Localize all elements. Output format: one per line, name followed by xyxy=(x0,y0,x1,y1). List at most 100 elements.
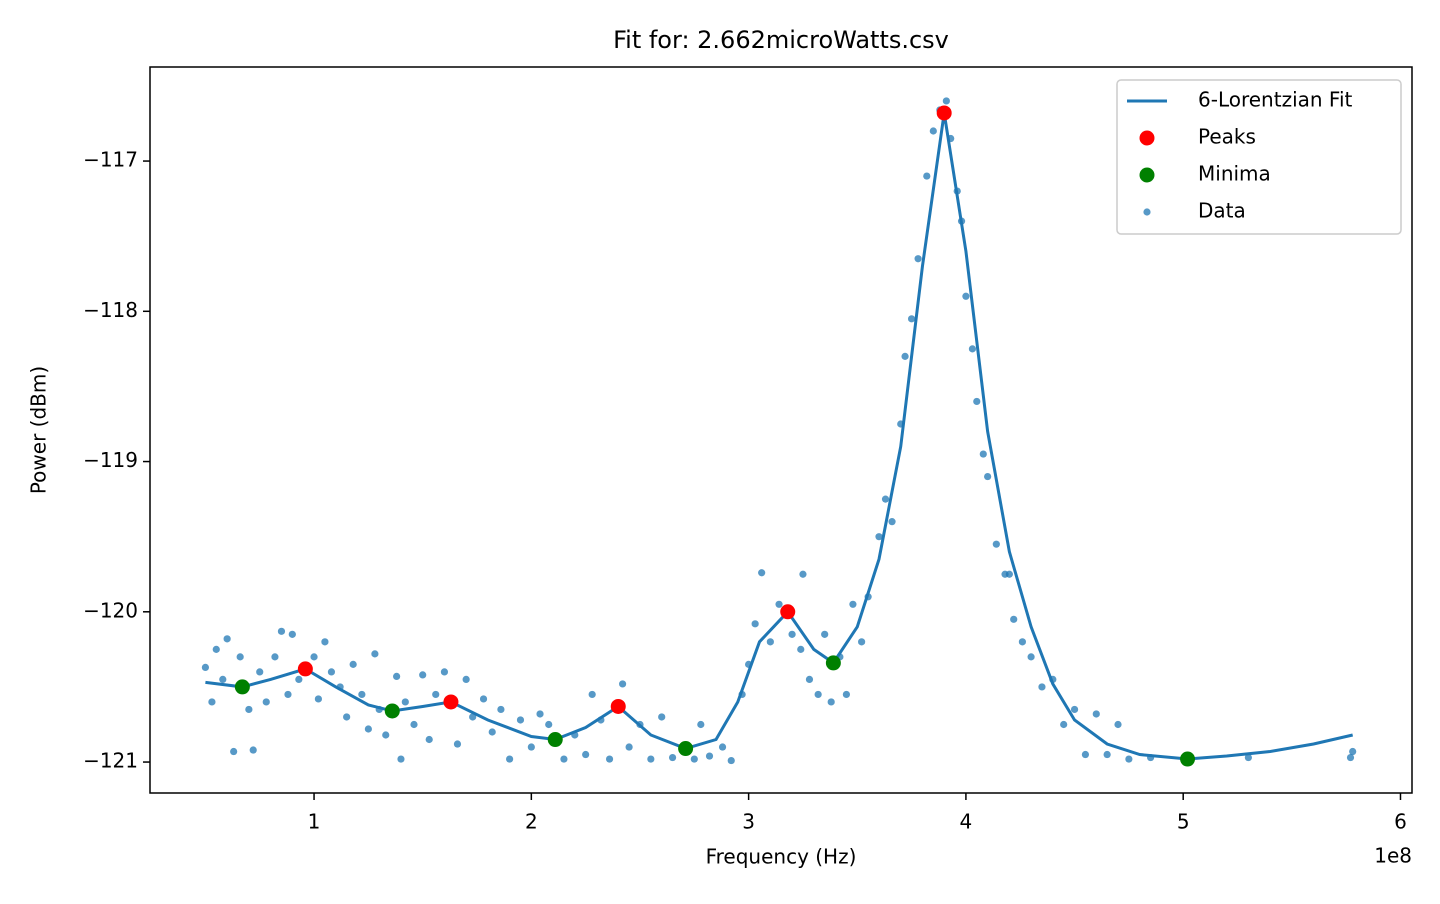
data-point xyxy=(984,472,992,481)
data-point xyxy=(858,638,866,646)
data-point xyxy=(284,690,292,699)
data-point xyxy=(1060,720,1068,729)
data-point xyxy=(658,713,666,721)
legend-box xyxy=(1116,79,1402,235)
data-point xyxy=(647,755,655,763)
data-point xyxy=(1018,638,1027,646)
x-tick-label: 4 xyxy=(960,810,973,834)
data-point xyxy=(1027,653,1035,661)
marker-point xyxy=(297,661,313,677)
x-tick-label: 1 xyxy=(308,810,321,834)
data-point xyxy=(799,570,807,578)
y-axis-label: Power (dBm) xyxy=(27,366,51,494)
data-point xyxy=(288,630,296,638)
data-point xyxy=(1070,705,1079,714)
legend-label: 6-Lorentzian Fit xyxy=(1198,88,1353,112)
marker-point xyxy=(825,655,841,671)
x-tick-label: 5 xyxy=(1177,810,1190,834)
data-point xyxy=(527,743,535,751)
data-point xyxy=(1005,570,1013,578)
data-point xyxy=(516,716,525,724)
data-point xyxy=(588,690,596,699)
data-point xyxy=(479,695,488,703)
x-tick-label: 2 xyxy=(525,810,538,834)
marker-point xyxy=(547,732,563,748)
y-tick-label: −121 xyxy=(83,749,138,773)
data-point xyxy=(805,675,814,684)
marker-point xyxy=(610,698,626,714)
data-point xyxy=(929,127,937,135)
data-point xyxy=(901,352,909,360)
data-point xyxy=(419,671,427,679)
data-point xyxy=(827,698,835,706)
data-point xyxy=(727,756,735,765)
marker-point xyxy=(780,604,796,620)
marker-point xyxy=(384,703,400,719)
x-axis-label: Frequency (Hz) xyxy=(706,845,857,869)
data-point xyxy=(230,747,238,756)
y-tick-label: −120 xyxy=(83,598,138,622)
data-point xyxy=(364,725,372,733)
data-point xyxy=(321,638,329,646)
data-point xyxy=(358,690,366,699)
legend-label: Minima xyxy=(1198,162,1271,186)
data-point xyxy=(371,650,379,658)
chart-title: Fit for: 2.662microWatts.csv xyxy=(613,26,949,54)
data-point xyxy=(962,292,970,300)
data-point xyxy=(582,750,590,759)
data-point xyxy=(432,690,440,699)
data-point xyxy=(453,740,462,748)
data-point xyxy=(849,600,857,608)
data-point xyxy=(697,720,705,729)
data-point xyxy=(212,645,220,653)
data-point xyxy=(881,495,890,503)
data-point xyxy=(506,755,514,763)
data-point xyxy=(992,540,1000,548)
data-point xyxy=(1103,750,1111,759)
data-point xyxy=(295,675,303,684)
legend-label: Data xyxy=(1198,199,1246,223)
marker-point xyxy=(678,741,694,757)
data-point xyxy=(625,743,633,751)
plot-area xyxy=(201,97,1357,767)
data-point xyxy=(277,627,286,635)
data-point xyxy=(488,728,496,736)
data-point xyxy=(310,653,318,661)
data-point xyxy=(397,755,405,763)
data-point xyxy=(1038,683,1046,691)
data-point xyxy=(440,668,449,676)
legend-swatch xyxy=(1139,130,1155,146)
marker-point xyxy=(234,679,250,695)
data-point xyxy=(618,680,627,688)
data-point xyxy=(236,653,244,661)
plot-frame xyxy=(149,66,1413,794)
data-point xyxy=(201,663,210,671)
data-point xyxy=(1244,753,1252,762)
y-tick-label: −119 xyxy=(83,448,138,472)
data-point xyxy=(249,746,257,754)
data-point xyxy=(968,345,977,353)
data-point xyxy=(262,698,270,706)
legend-label: Peaks xyxy=(1198,125,1256,149)
data-point xyxy=(393,672,401,681)
data-point xyxy=(382,731,390,739)
data-point xyxy=(256,668,264,676)
data-point xyxy=(973,397,981,406)
data-point xyxy=(888,518,896,526)
data-point xyxy=(758,569,766,577)
data-point xyxy=(797,645,805,653)
data-point xyxy=(775,600,783,608)
data-point xyxy=(979,450,987,458)
data-point xyxy=(718,743,727,751)
data-point xyxy=(842,690,851,699)
data-point xyxy=(223,635,231,643)
data-point xyxy=(343,713,351,721)
legend-swatch xyxy=(1139,167,1155,183)
data-point xyxy=(690,755,698,763)
data-point xyxy=(1010,615,1018,623)
data-point xyxy=(545,720,553,729)
x-tick-label: 3 xyxy=(742,810,755,834)
fit-line xyxy=(205,112,1354,761)
data-point xyxy=(469,713,477,721)
